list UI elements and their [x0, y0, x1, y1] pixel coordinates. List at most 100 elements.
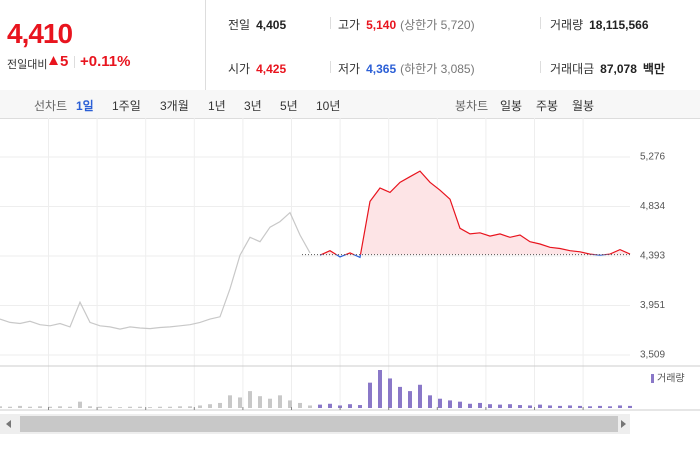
volume-bar: [158, 406, 162, 408]
volume-bar: [538, 404, 542, 408]
volume-bar: [578, 405, 582, 408]
volume-bar: [148, 407, 152, 408]
volume-bar: [358, 405, 362, 408]
volume-bar: [528, 405, 532, 408]
volume-bar: [28, 406, 32, 408]
volume-bar: [568, 405, 572, 408]
scroll-right[interactable]: [621, 420, 626, 428]
info-value: 4,405: [256, 18, 287, 32]
volume-bar: [138, 406, 142, 408]
volume-bar: [18, 405, 22, 408]
volume-bar: [38, 406, 42, 408]
volume-bar: [628, 405, 632, 408]
volume-bar: [218, 402, 222, 408]
volume-bar: [98, 406, 102, 408]
info-label: 거래량: [550, 18, 584, 32]
info-item: 저가 4,365 (하한가 3,085): [338, 60, 475, 77]
volume-bar: [458, 401, 462, 408]
info-value: 4,365: [366, 62, 397, 76]
volume-bar: [178, 406, 182, 408]
volume-bar: [478, 402, 482, 408]
volume-bar: [228, 395, 232, 408]
period-tab[interactable]: 10년: [316, 99, 341, 113]
tab-group-label: 봉차트: [455, 99, 489, 113]
volume-bar: [468, 403, 472, 408]
volume-bar: [128, 406, 132, 408]
volume-bar: [88, 406, 92, 408]
y-tick-label: 4,393: [640, 251, 665, 262]
info-item: 고가 5,140 (상한가 5,720): [338, 16, 475, 33]
info-label: 고가: [338, 18, 361, 32]
info-item: 거래대금 87,078 백만: [550, 60, 665, 77]
volume-bar: [328, 403, 332, 408]
info-item: 시가 4,425: [228, 60, 286, 77]
change-pct: +0.11%: [80, 53, 131, 70]
volume-bar: [408, 391, 412, 408]
volume-bar: [488, 404, 492, 408]
candle-tab[interactable]: 월봉: [572, 99, 595, 113]
volume-bar: [618, 405, 622, 408]
period-tab[interactable]: 1일: [76, 99, 94, 113]
scroll-left[interactable]: [6, 420, 11, 428]
period-tab[interactable]: 3개월: [160, 99, 189, 113]
volume-bar: [548, 405, 552, 408]
volume-bar: [238, 397, 242, 408]
volume-bar: [108, 406, 112, 408]
info-value: 5,140: [366, 18, 397, 32]
period-tab[interactable]: 3년: [244, 99, 262, 113]
volume-bar: [508, 404, 512, 408]
volume-bar: [498, 404, 502, 408]
candle-tab[interactable]: 주봉: [536, 99, 559, 113]
price-line: [0, 211, 311, 330]
volume-bar: [118, 407, 122, 408]
info-item: 전일 4,405: [228, 16, 286, 33]
volume-bar: [348, 404, 352, 408]
volume-bar: [448, 400, 452, 408]
chart: 5,276 4,834 4,393 3,951 3,509 거래량: [0, 118, 700, 434]
volume-bar: [258, 396, 262, 408]
y-tick-label: 5,276: [640, 152, 665, 163]
volume-bar: [68, 406, 72, 408]
info-value: 4,425: [256, 62, 287, 76]
y-tick-label: 4,834: [640, 201, 665, 212]
period-tab[interactable]: 5년: [280, 99, 298, 113]
period-tab[interactable]: 1주일: [112, 99, 141, 113]
period-tab[interactable]: 1년: [208, 99, 226, 113]
scroll-thumb[interactable]: [20, 416, 618, 432]
volume-bar: [0, 406, 2, 408]
volume-bar: [168, 406, 172, 408]
candle-tab[interactable]: 일봉: [500, 99, 523, 113]
info-label: 거래대금: [550, 62, 595, 76]
volume-bar: [598, 405, 602, 408]
info-value: 87,078: [600, 62, 637, 76]
volume-bar: [518, 405, 522, 408]
volume-bar: [378, 370, 382, 408]
volume-bar: [588, 406, 592, 408]
info-unit: 백만: [642, 62, 665, 76]
legend-label: 거래량: [657, 373, 685, 385]
volume-bar: [608, 406, 612, 408]
info-item: 거래량 18,115,566: [550, 16, 649, 33]
volume-bar: [418, 384, 422, 408]
info-note: (하한가 3,085): [400, 62, 475, 76]
info-label: 시가: [228, 62, 251, 76]
divider: [205, 0, 206, 90]
volume-bar: [208, 404, 212, 408]
volume-bar: [278, 395, 282, 408]
volume-bar: [48, 406, 52, 408]
volume-bar: [288, 400, 292, 408]
volume-bar: [58, 406, 62, 408]
volume-bar: [78, 401, 82, 408]
volume-bar: [398, 386, 402, 408]
info-value: 18,115,566: [589, 18, 649, 32]
volume-bar: [438, 398, 442, 408]
volume-bar: [338, 405, 342, 408]
change: 5: [60, 53, 69, 70]
volume-bar: [198, 405, 202, 408]
volume-bar: [318, 404, 322, 408]
info-label: 전일: [228, 18, 251, 32]
price: 4,410: [7, 18, 73, 49]
volume-bar: [188, 406, 192, 408]
volume-bar: [428, 395, 432, 408]
tab-group-label: 선차트: [34, 99, 68, 113]
